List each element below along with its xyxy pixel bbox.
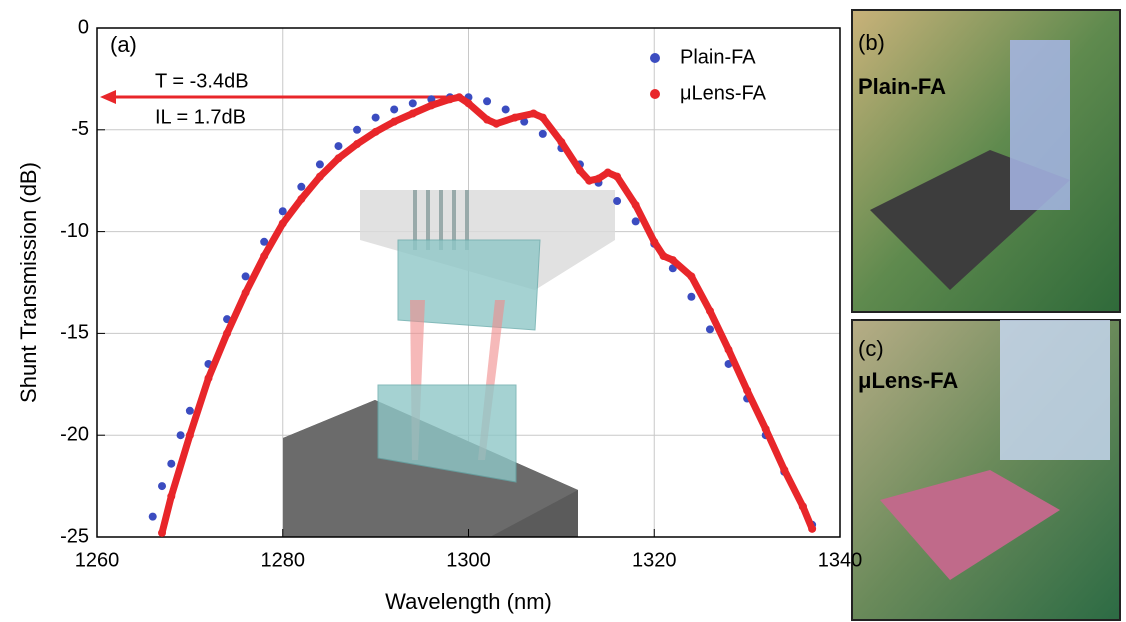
data-point (204, 374, 213, 383)
data-point (650, 237, 659, 246)
data-point (223, 329, 232, 338)
data-point (594, 174, 603, 183)
inset-diagram (283, 190, 615, 537)
data-point (185, 431, 194, 440)
y-tick-label: -25 (60, 525, 89, 547)
data-point (371, 113, 380, 122)
legend-label: μLens-FA (680, 82, 767, 104)
x-tick-label: 1260 (75, 549, 120, 571)
x-tick-label: 1300 (446, 549, 491, 571)
data-point (167, 459, 176, 468)
x-axis-label: Wavelength (nm) (385, 589, 552, 614)
data-point (427, 101, 436, 110)
data-point (705, 307, 714, 316)
data-point (353, 140, 362, 149)
data-point (278, 207, 287, 216)
data-point (464, 99, 473, 108)
y-tick-label: -20 (60, 423, 89, 445)
chip (880, 470, 1060, 580)
photo-tag: (b) (858, 30, 885, 55)
fiber-array (1010, 40, 1070, 210)
data-point (455, 93, 464, 102)
y-tick-label: -15 (60, 322, 89, 344)
data-point (724, 345, 733, 354)
data-point (668, 256, 677, 265)
data-point (158, 528, 167, 537)
data-point (510, 113, 519, 122)
data-point (408, 99, 417, 108)
data-point (529, 109, 538, 118)
data-point (334, 154, 343, 163)
series-line (158, 93, 816, 534)
data-point (334, 142, 343, 151)
data-point (780, 465, 789, 474)
data-point (659, 252, 668, 261)
data-point (631, 201, 640, 210)
data-point (260, 237, 269, 246)
data-point (687, 292, 696, 301)
data-point (483, 97, 492, 106)
data-point (520, 117, 529, 126)
data-point (603, 168, 612, 177)
data-point (585, 176, 594, 185)
data-point (353, 125, 362, 134)
y-axis-label: Shunt Transmission (dB) (16, 162, 41, 403)
legend-marker (650, 53, 660, 63)
data-point (808, 524, 817, 533)
data-point (483, 115, 492, 124)
data-point (148, 512, 157, 521)
data-point (501, 105, 510, 114)
legend-label: Plain-FA (680, 46, 756, 68)
data-point (390, 117, 399, 126)
annotation: IL = 1.7dB (155, 106, 246, 128)
data-point (743, 386, 752, 395)
data-point (297, 182, 306, 191)
x-tick-label: 1340 (818, 549, 863, 571)
data-point (241, 288, 250, 297)
x-tick-label: 1320 (632, 549, 677, 571)
data-point (241, 272, 250, 281)
data-point (185, 406, 194, 415)
data-point (278, 219, 287, 228)
data-point (315, 172, 324, 181)
photo-tag: (c) (858, 336, 884, 361)
arrow-head (100, 90, 116, 104)
photo-label: μLens-FA (858, 368, 958, 393)
data-point (315, 160, 324, 169)
data-point (390, 105, 399, 114)
legend-marker (650, 89, 660, 99)
data-point (371, 127, 380, 136)
data-point (176, 431, 185, 440)
y-tick-label: -10 (60, 220, 89, 242)
data-point (538, 113, 547, 122)
data-point (167, 492, 176, 501)
data-point (613, 172, 622, 181)
data-point (687, 272, 696, 281)
annotation: T = -3.4dB (155, 70, 249, 92)
data-point (761, 425, 770, 434)
data-point (538, 129, 547, 138)
data-point (705, 325, 714, 334)
data-point (492, 119, 501, 128)
fiber-array (1000, 320, 1110, 460)
data-point (260, 252, 269, 261)
data-point (631, 217, 640, 226)
panel-tag: (a) (110, 32, 137, 57)
data-point (557, 138, 566, 147)
y-tick-label: 0 (78, 16, 89, 38)
data-point (158, 482, 167, 491)
data-point (613, 197, 622, 206)
data-point (575, 166, 584, 175)
photo-label: Plain-FA (858, 74, 946, 99)
y-tick-label: -5 (71, 118, 89, 140)
data-point (297, 195, 306, 204)
data-point (408, 109, 417, 118)
data-point (445, 95, 454, 104)
data-point (798, 502, 807, 511)
x-tick-label: 1280 (261, 549, 306, 571)
